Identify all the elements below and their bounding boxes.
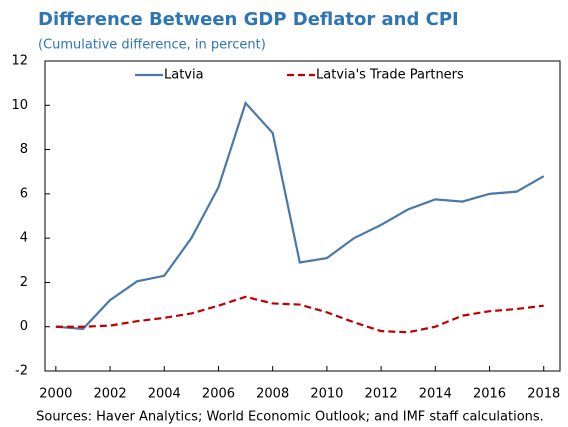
y-tick-label: 0 xyxy=(20,319,28,334)
chart-subtitle: (Cumulative difference, in percent) xyxy=(38,38,266,53)
x-tick-label: 2012 xyxy=(365,387,398,402)
legend-label: Latvia xyxy=(164,68,204,83)
y-tick-label: 10 xyxy=(11,98,28,113)
y-tick-label: 8 xyxy=(20,142,28,157)
series-line xyxy=(55,295,544,334)
x-tick-label: 2014 xyxy=(419,387,452,402)
x-tick-label: 2002 xyxy=(94,387,127,402)
x-tick-label: 2016 xyxy=(473,387,506,402)
series-line xyxy=(55,100,545,331)
source-note: Sources: Haver Analytics; World Economic… xyxy=(36,410,544,425)
y-tick-label: 2 xyxy=(20,275,28,290)
legend-label: Latvia's Trade Partners xyxy=(316,68,464,83)
x-tick-label: 2000 xyxy=(39,387,72,402)
x-tick-label: 2004 xyxy=(148,387,181,402)
x-tick-label: 2018 xyxy=(527,387,560,402)
y-tick-label: 12 xyxy=(11,54,28,69)
y-tick-label: -2 xyxy=(15,364,28,379)
x-tick-label: 2008 xyxy=(256,387,289,402)
x-tick-label: 2010 xyxy=(310,387,343,402)
y-tick-label: 6 xyxy=(20,186,28,201)
plot-frame xyxy=(44,60,561,372)
y-tick-label: 4 xyxy=(20,231,28,246)
chart-title: Difference Between GDP Deflator and CPI xyxy=(38,9,459,30)
x-tick-label: 2006 xyxy=(202,387,235,402)
